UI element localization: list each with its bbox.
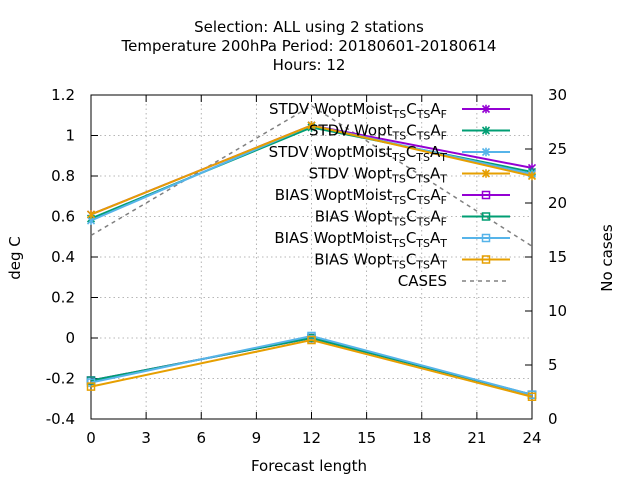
- y2-tick-label: 25: [548, 140, 567, 158]
- legend-label: BIAS WoptMoistTSCTSAT: [274, 229, 447, 250]
- y-tick-label: -0.2: [46, 370, 75, 388]
- legend-marker: [481, 212, 491, 221]
- x-tick-label: 6: [196, 429, 206, 447]
- x-tick-label: 9: [252, 429, 262, 447]
- chart-title: Selection: ALL using 2 stationsTemperatu…: [121, 18, 497, 74]
- chart-title-line: Temperature 200hPa Period: 20180601-2018…: [121, 37, 497, 55]
- legend-label: STDV WoptTSCTSAF: [309, 122, 447, 143]
- legend-item: BIAS WoptMoistTSCTSAT: [274, 229, 510, 250]
- x-tick-label: 12: [302, 429, 321, 447]
- legend-label: STDV WoptTSCTSAT: [309, 165, 448, 186]
- y-tick-label: 1: [65, 127, 75, 145]
- data-point: [527, 171, 537, 181]
- legend-marker: [481, 233, 491, 243]
- y-axis-label: deg C: [6, 236, 24, 280]
- y-tick-label: 0.6: [51, 208, 75, 226]
- chart-title-line: Hours: 12: [273, 56, 346, 74]
- x-tick-label: 18: [412, 429, 431, 447]
- legend-item: STDV WoptMoistTSCTSAT: [269, 143, 510, 164]
- data-point: [86, 382, 96, 391]
- legend-label: BIAS WoptTSCTSAF: [315, 208, 447, 229]
- x-tick-label: 3: [141, 429, 151, 447]
- y2-tick-label: 15: [548, 248, 567, 266]
- data-point: [307, 121, 316, 130]
- legend-item: CASES: [398, 272, 510, 290]
- y2-tick-label: 5: [548, 356, 558, 374]
- legend-item: BIAS WoptMoistTSCTSAF: [275, 186, 510, 207]
- y-tick-label: 1.2: [51, 86, 75, 104]
- y-tick-label: 0.8: [51, 167, 75, 185]
- chart-title-line: Selection: ALL using 2 stations: [194, 18, 424, 36]
- legend-label: CASES: [398, 272, 447, 290]
- x-tick-label: 0: [86, 429, 96, 447]
- y2-tick-label: 30: [548, 86, 567, 104]
- plot-series: [86, 104, 537, 401]
- x-tick-label: 24: [522, 429, 541, 447]
- series-line: [90, 338, 533, 398]
- legend-item: BIAS WoptTSCTSAF: [315, 208, 510, 229]
- y-tick-label: -0.4: [46, 410, 75, 428]
- legend-marker: [481, 147, 491, 157]
- y-tick-label: 0.4: [51, 248, 75, 266]
- legend-marker: [481, 255, 491, 264]
- legend-marker: [481, 190, 491, 200]
- y-tick-label: 0.2: [51, 289, 75, 307]
- x-tick-label: 15: [357, 429, 376, 447]
- y2-tick-label: 10: [548, 302, 567, 320]
- legend-marker: [481, 104, 491, 114]
- x-axis-label: Forecast length: [251, 457, 367, 475]
- legend-item: STDV WoptTSCTSAT: [309, 165, 510, 186]
- legend-label: STDV WoptMoistTSCTSAF: [269, 100, 447, 121]
- y2-tick-label: 0: [548, 410, 558, 428]
- data-point: [307, 335, 316, 345]
- legend-item: STDV WoptMoistTSCTSAF: [269, 100, 510, 121]
- y2-axis-label: No cases: [598, 224, 616, 292]
- series-7: [86, 335, 537, 401]
- legend-item: BIAS WoptTSCTSAT: [314, 251, 510, 272]
- legend-marker: [481, 169, 491, 178]
- y2-tick-label: 20: [548, 194, 567, 212]
- series-3: [86, 121, 537, 219]
- legend-label: BIAS WoptTSCTSAT: [314, 251, 447, 272]
- tick-labels: 0 3 6 9 12 15 18 21 24 -0.4 -0.2 0 0.2 0.4 0.6 0.8 1 1.2 0…: [46, 86, 567, 447]
- x-tick-label: 21: [467, 429, 486, 447]
- y-tick-label: 0: [65, 329, 75, 347]
- legend-label: BIAS WoptMoistTSCTSAF: [275, 186, 447, 207]
- legend-label: STDV WoptMoistTSCTSAT: [269, 143, 448, 164]
- legend-marker: [481, 126, 491, 135]
- data-point: [527, 392, 537, 401]
- data-point: [86, 210, 96, 219]
- legend-item: STDV WoptTSCTSAF: [309, 122, 510, 143]
- axes: [90, 94, 533, 420]
